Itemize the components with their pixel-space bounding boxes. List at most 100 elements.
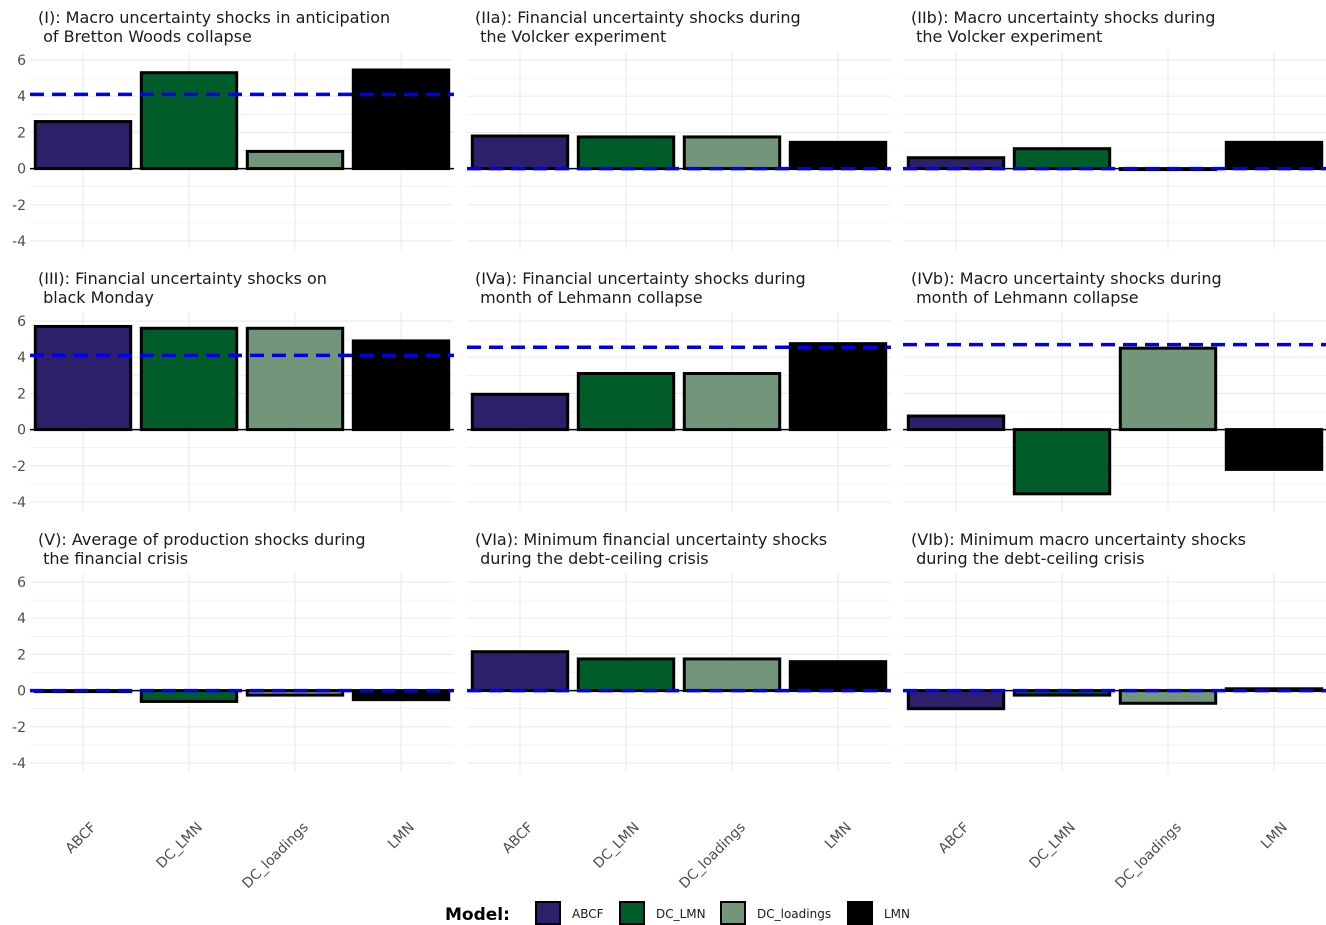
x-tick-label: DC_LMN [154, 820, 206, 872]
bar-abcf [906, 414, 1006, 432]
panel-title-line: month of Lehmann collapse [475, 288, 703, 307]
y-tick-label: -2 [12, 459, 26, 475]
panel-title: (V): Average of production shocks during… [38, 530, 366, 568]
bar-lmn [788, 342, 888, 432]
y-tick-label: 4 [17, 89, 26, 105]
y-tick-label: 0 [17, 684, 26, 700]
bar-lmn [1224, 428, 1324, 471]
y-tick-label: 2 [17, 386, 26, 402]
y-tick-label: 0 [17, 423, 26, 439]
panel-title-line: of Bretton Woods collapse [38, 27, 252, 46]
x-tick-label: LMN [1258, 820, 1291, 853]
x-tick-label: DC_loadings [1112, 820, 1184, 892]
y-tick-label: 4 [17, 350, 26, 366]
y-tick-label: -4 [12, 495, 26, 511]
panel-title: (I): Macro uncertainty shocks in anticip… [38, 8, 390, 46]
x-tick-label: ABCF [500, 820, 537, 857]
panel-title: (IVa): Financial uncertainty shocks duri… [475, 269, 806, 307]
bar-dc-loadings [682, 657, 782, 693]
panel-title-line: (V): Average of production shocks during [38, 530, 366, 549]
panel-title-line: (VIb): Minimum macro uncertainty shocks [911, 530, 1246, 549]
x-tick-label: DC_LMN [591, 820, 643, 872]
y-tick-label: 0 [17, 162, 26, 178]
panel-title: (VIb): Minimum macro uncertainty shocks … [911, 530, 1246, 568]
x-tick-label: DC_LMN [1027, 820, 1079, 872]
panel-title-line: black Monday [38, 288, 154, 307]
legend-swatch-dc-lmn [619, 901, 645, 925]
y-tick-label: 2 [17, 647, 26, 663]
bar-abcf [470, 134, 570, 171]
bar-dc-lmn [576, 135, 676, 171]
panel-7: (V): Average of production shocks during… [12, 530, 454, 772]
bar-dc-loadings [245, 149, 345, 171]
legend-label: DC_loadings [757, 907, 831, 921]
panels: (I): Macro uncertainty shocks in anticip… [12, 8, 1326, 772]
panel-6: (IVb): Macro uncertainty shocks during m… [903, 269, 1326, 511]
y-tick-label: -2 [12, 198, 26, 214]
bar-dc-loadings [1118, 689, 1218, 705]
panel-8: (VIa): Minimum financial uncertainty sho… [467, 530, 891, 772]
y-tick-label: 6 [17, 314, 26, 330]
x-tick-label: DC_loadings [676, 820, 748, 892]
legend-label: ABCF [572, 907, 604, 921]
x-axis-labels: ABCF DC_LMN DC_loadings LMN ABCF DC_LMN DC_loa… [63, 820, 1291, 892]
panel-title-line: the Volcker experiment [475, 27, 666, 46]
panel-title-line: (IIa): Financial uncertainty shocks duri… [475, 8, 801, 27]
x-tick-label: DC_loadings [239, 820, 311, 892]
y-tick-label: -4 [12, 756, 26, 772]
legend: Model: ABCF DC_LMN DC_loadings LMN [445, 901, 910, 925]
bar-abcf [33, 324, 133, 432]
y-tick-label: 4 [17, 611, 26, 627]
bar-dc-loadings [682, 372, 782, 432]
bar-dc-lmn [1012, 147, 1112, 171]
legend-title: Model: [445, 905, 510, 925]
panel-title-line: (IVb): Macro uncertainty shocks during [911, 269, 1222, 288]
bar-abcf [906, 689, 1006, 711]
bar-abcf [470, 650, 570, 693]
x-tick-label: LMN [822, 820, 855, 853]
bar-dc-lmn [576, 372, 676, 432]
bar-lmn [788, 660, 888, 693]
legend-label: DC_LMN [656, 907, 706, 921]
panel-title-line: (IVa): Financial uncertainty shocks duri… [475, 269, 806, 288]
panel-title-line: the financial crisis [38, 549, 188, 568]
panel-title-line: the Volcker experiment [911, 27, 1102, 46]
panel-5: (IVa): Financial uncertainty shocks duri… [467, 269, 891, 511]
panel-title-line: during the debt-ceiling crisis [475, 549, 709, 568]
bar-lmn [788, 140, 888, 171]
bar-dc-lmn [576, 657, 676, 693]
y-tick-label: -2 [12, 720, 26, 736]
bar-abcf [470, 392, 570, 432]
panel-title: (III): Financial uncertainty shocks on b… [38, 269, 327, 307]
legend-swatch-abcf [535, 901, 561, 925]
y-tick-label: 6 [17, 575, 26, 591]
y-tick-label: 2 [17, 125, 26, 141]
y-tick-label: -4 [12, 234, 26, 250]
panel-title: (IVb): Macro uncertainty shocks during m… [911, 269, 1222, 307]
legend-swatch-dc-loadings [720, 901, 746, 925]
bar-dc-lmn [139, 326, 239, 432]
panel-title-line: (VIa): Minimum financial uncertainty sho… [475, 530, 827, 549]
bar-lmn [1224, 140, 1324, 171]
x-tick-label: ABCF [936, 820, 973, 857]
panel-title: (IIa): Financial uncertainty shocks duri… [475, 8, 801, 46]
bar-dc-loadings [1118, 346, 1218, 432]
bar-dc-loadings [682, 135, 782, 171]
panel-title-line: during the debt-ceiling crisis [911, 549, 1145, 568]
bar-dc-lmn [1012, 428, 1112, 496]
bar-dc-loadings [245, 326, 345, 432]
panel-title-line: (IIb): Macro uncertainty shocks during [911, 8, 1215, 27]
bar-lmn [351, 68, 451, 171]
x-tick-label: LMN [385, 820, 418, 853]
panel-3: (IIb): Macro uncertainty shocks during t… [903, 8, 1326, 250]
panel-title-line: month of Lehmann collapse [911, 288, 1139, 307]
panel-4: (III): Financial uncertainty shocks on b… [12, 269, 454, 511]
bar-abcf [33, 120, 133, 171]
panel-9: (VIb): Minimum macro uncertainty shocks … [903, 530, 1326, 772]
x-tick-label: ABCF [63, 820, 100, 857]
panel-title-line: (I): Macro uncertainty shocks in anticip… [38, 8, 390, 27]
y-tick-label: 6 [17, 53, 26, 69]
legend-swatch-lmn [847, 901, 873, 925]
bar-dc-lmn [139, 71, 239, 171]
panel-title: (IIb): Macro uncertainty shocks during t… [911, 8, 1215, 46]
